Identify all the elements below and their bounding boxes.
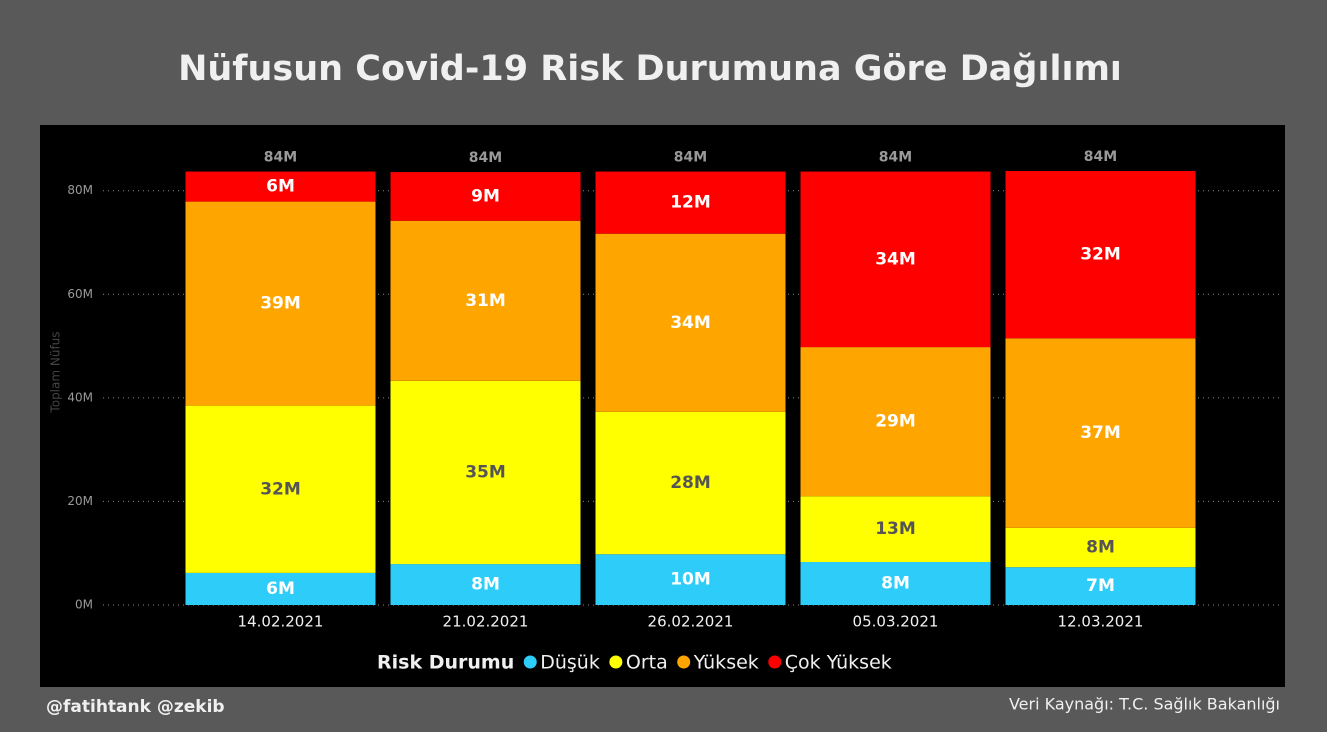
y-tick-label: 40M [67,390,93,404]
data-label: 39M [260,294,301,314]
chart-title: Nüfusun Covid-19 Risk Durumuna Göre Dağı… [178,49,1122,89]
legend-label: Düşük [540,652,600,674]
bar-segment [185,201,376,406]
total-label: 84M [674,150,707,166]
legend-label: Orta [626,652,668,674]
bar-segment [595,554,786,605]
footer-left: @fatihtank @zekib [46,697,225,717]
data-label: 28M [670,473,711,493]
legend-marker [768,655,782,669]
bar-segment [390,220,581,381]
data-label: 34M [875,249,916,269]
total-label: 84M [1084,149,1117,165]
footer-right: Veri Kaynağı: T.C. Sağlık Bakanlığı [1009,695,1280,714]
bar-segment [800,496,991,563]
x-tick-label: 14.02.2021 [238,613,324,631]
legend-label: Yüksek [693,652,759,674]
y-tick-label: 0M [75,598,93,612]
data-label: 7M [1086,576,1115,596]
data-label: 8M [881,574,910,594]
bar-segment [800,171,991,348]
data-label: 32M [260,479,301,499]
x-tick-label: 26.02.2021 [648,613,734,631]
data-label: 32M [1080,245,1121,265]
bar-segment [800,562,991,605]
data-label: 31M [465,291,506,311]
legend-marker [677,655,691,669]
y-tick-label: 60M [67,287,93,301]
bar-segment [1005,171,1196,339]
y-tick-label: 80M [67,183,93,197]
bar-segment [185,572,376,605]
legend-label: Çok Yüksek [785,652,892,674]
bar-segment [185,405,376,573]
data-label: 12M [670,193,711,213]
y-axis-title: Toplam Nüfus [49,331,63,413]
data-label: 6M [266,579,295,599]
data-label: 6M [266,177,295,197]
legend-marker [523,655,537,669]
bar-segment [390,564,581,605]
legend-title: Risk Durumu [377,652,514,674]
bar-segment [1005,567,1196,605]
x-tick-label: 05.03.2021 [853,613,939,631]
x-tick-label: 12.03.2021 [1058,613,1144,631]
total-label: 84M [879,150,912,166]
data-label: 8M [471,575,500,595]
data-label: 37M [1080,423,1121,443]
data-label: 8M [1086,538,1115,558]
x-tick-label: 21.02.2021 [443,613,529,631]
data-label: 13M [875,519,916,539]
bar-segment [390,380,581,565]
data-label: 9M [471,186,500,206]
data-label: 34M [670,313,711,333]
data-label: 10M [670,570,711,590]
total-label: 84M [264,150,297,166]
data-label: 35M [465,462,506,482]
y-tick-label: 20M [67,494,93,508]
bar-segment [1005,527,1196,568]
data-label: 29M [875,412,916,432]
bar-segment [595,171,786,234]
bar-segment [800,347,991,497]
bar-segment [1005,338,1196,528]
legend-marker [609,655,623,669]
total-label: 84M [469,150,502,166]
bar-segment [595,233,786,412]
bar-segment [390,172,581,221]
bar-segment [595,411,786,555]
bar-segment [185,171,376,202]
